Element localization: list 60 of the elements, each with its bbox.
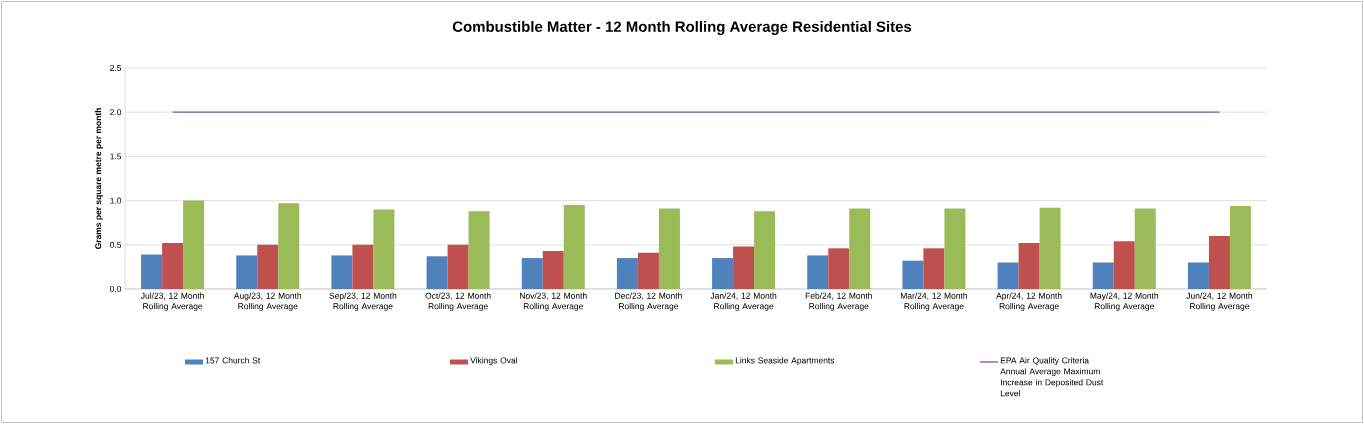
bar [1208, 235, 1230, 289]
bar [944, 208, 966, 289]
bar [563, 205, 585, 289]
y-tick-label: 2.5 [110, 65, 122, 71]
bar [807, 255, 829, 289]
bar [637, 252, 659, 289]
y-axis-title: Grams per square metre per month [94, 108, 103, 249]
bar [1039, 207, 1061, 289]
y-tick-label: 2.0 [110, 109, 122, 116]
bar [1229, 205, 1251, 289]
bar [1018, 243, 1040, 289]
bar [754, 211, 776, 289]
legend-label: EPA Air Quality Criteria Annual Average Maximum Increase in Deposited Dust Level [1000, 357, 1104, 397]
x-tick-label: May/24, 12 Month Rolling Average [1090, 292, 1159, 311]
bar [849, 208, 871, 289]
bar [1092, 262, 1114, 289]
legend-label: Vikings Oval [470, 357, 518, 366]
x-tick-label: Sep/23, 12 Month Rolling Average [329, 292, 397, 311]
x-tick-label: Mar/24, 12 Month Rolling Average [900, 292, 968, 311]
bar [712, 258, 734, 289]
x-tick-label: Oct/23, 12 Month Rolling Average [425, 292, 491, 311]
bar [616, 258, 638, 289]
x-tick-label: Jul/23, 12 Month Rolling Average [140, 292, 204, 311]
bar [426, 256, 448, 289]
y-tick-label: 1.5 [110, 153, 122, 160]
bar [278, 203, 300, 289]
x-tick-label: Dec/23, 12 Month Rolling Average [615, 292, 682, 311]
bar [542, 250, 564, 289]
x-tick-label: Feb/24, 12 Month Rolling Average [805, 292, 872, 311]
bar [183, 200, 205, 289]
x-tick-label: Apr/24, 12 Month Rolling Average [996, 292, 1062, 311]
legend-label: Links Seaside Apartments [735, 357, 835, 366]
bar [447, 244, 469, 289]
bar [257, 244, 279, 289]
bar [1134, 208, 1156, 289]
bar [141, 254, 163, 289]
x-tick-label: Aug/23, 12 Month Rolling Average [233, 292, 302, 311]
y-tick-label: 0.0 [110, 286, 122, 292]
x-tick-label: Nov/23, 12 Month Rolling Average [520, 292, 587, 311]
bar [997, 262, 1019, 289]
y-tick-label: 0.5 [110, 241, 122, 248]
bar [733, 246, 755, 289]
y-tick-label: 1.0 [110, 197, 122, 204]
bar [373, 209, 395, 289]
bar [923, 248, 945, 289]
x-tick-label: Jan/24, 12 Month Rolling Average [710, 292, 777, 311]
bar [902, 260, 924, 289]
bar [1187, 262, 1209, 289]
bar [1113, 241, 1135, 289]
bar [658, 208, 680, 289]
legend-label: 157 Church St [205, 357, 261, 364]
bar [352, 244, 374, 289]
bar [828, 248, 850, 289]
bar [468, 211, 490, 289]
bar [521, 258, 543, 289]
x-tick-label: Jun/24, 12 Month Rolling Average [1186, 292, 1253, 311]
chart-title: Combustible Matter - 12 Month Rolling Average Residential Sites [452, 21, 912, 35]
bar [331, 255, 353, 289]
bar [162, 243, 184, 289]
bar [236, 255, 258, 289]
